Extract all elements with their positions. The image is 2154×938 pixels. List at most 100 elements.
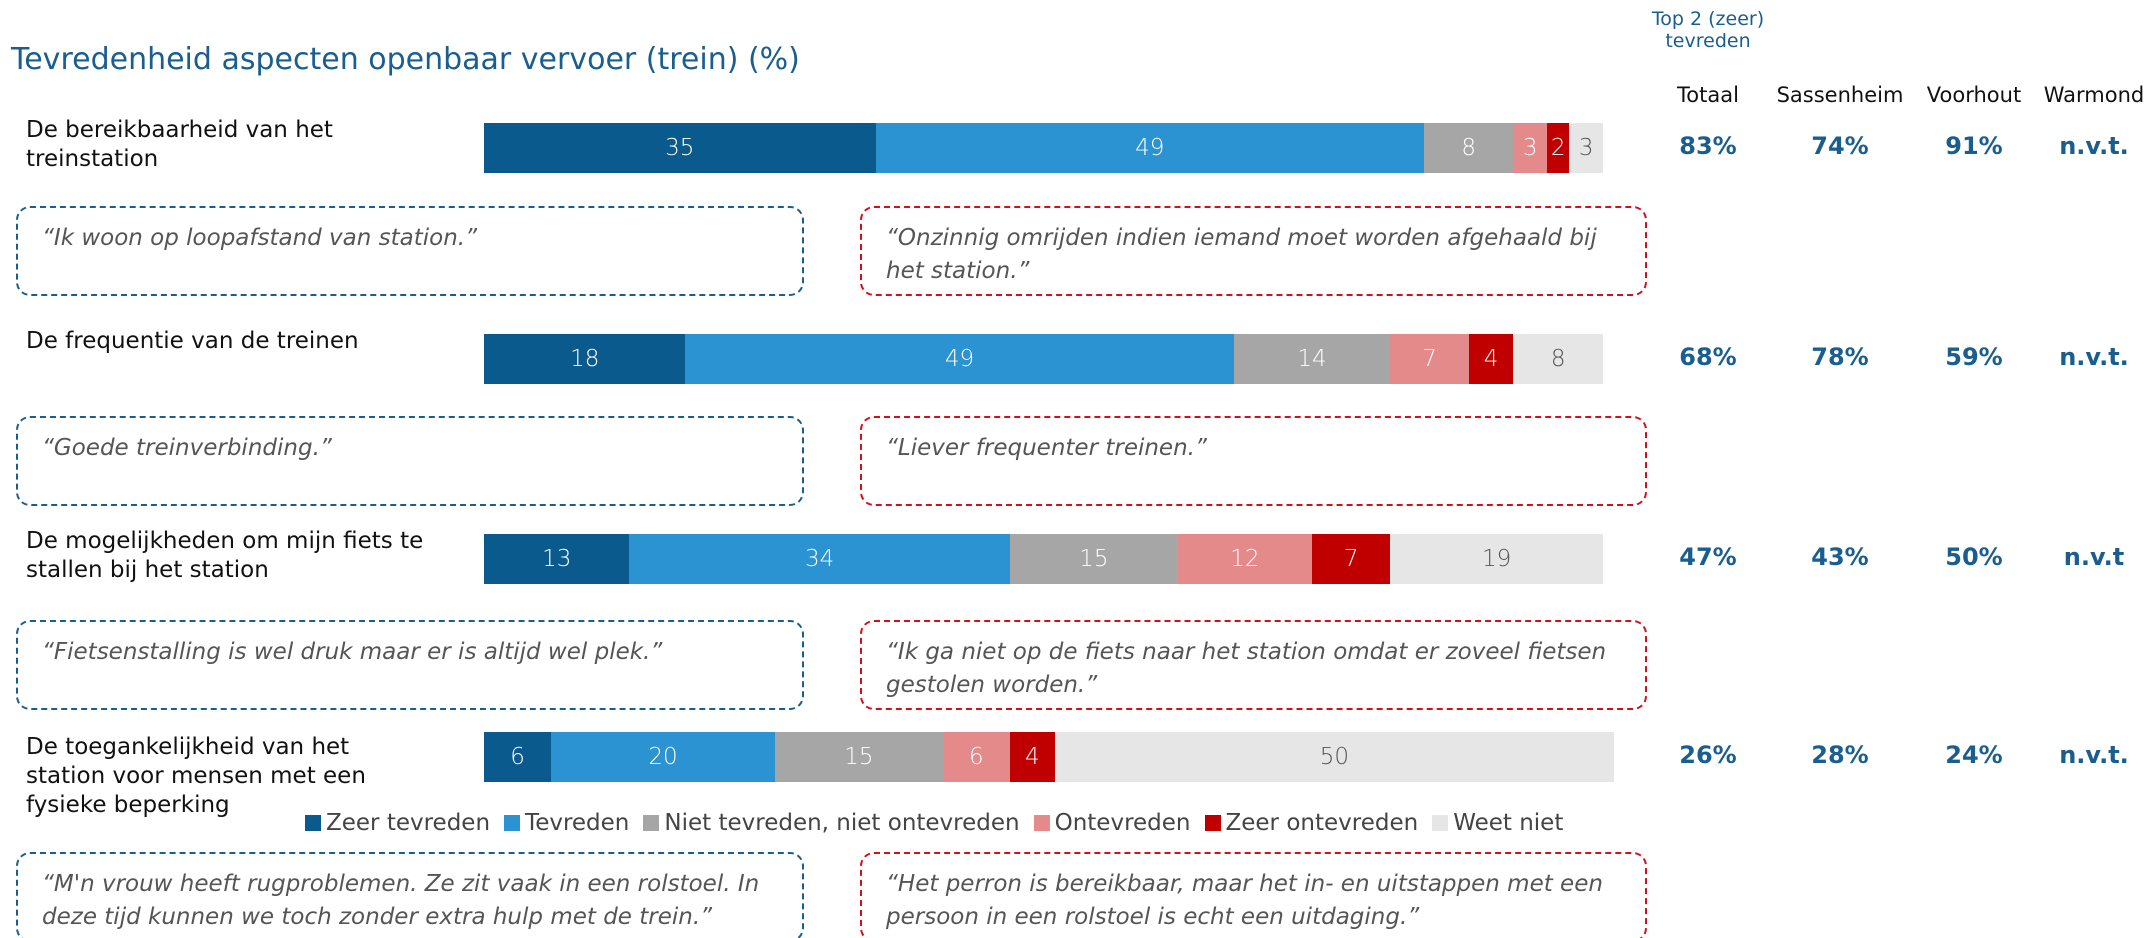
data-label: 19 (1482, 546, 1512, 572)
bar-segment: 7 (1390, 334, 1469, 384)
legend-swatch (1432, 815, 1449, 831)
table-cell: n.v.t (2063, 543, 2125, 571)
legend-swatch (504, 815, 521, 831)
bar-segment: 4 (1009, 732, 1055, 782)
data-label: 2 (1550, 135, 1566, 161)
legend-label: Zeer tevreden (326, 810, 491, 836)
data-label: 15 (1079, 546, 1109, 572)
table-cell: n.v.t. (2059, 741, 2129, 769)
data-label: 20 (648, 744, 678, 770)
negative-quote: “Liever frequenter treinen.” (860, 416, 1647, 506)
data-label: 8 (1461, 135, 1477, 161)
legend-label: Tevreden (525, 810, 630, 836)
bar-segment: 20 (551, 732, 775, 782)
category-label: De frequentie van de treinen (26, 328, 359, 354)
positive-quote: “M'n vrouw heeft rugproblemen. Ze zit va… (16, 852, 804, 938)
bar-segment: 15 (774, 732, 943, 782)
table-cell: 24% (1945, 741, 2003, 769)
data-label: 35 (665, 135, 695, 161)
category-label: De toegankelijkheid van het station voor… (26, 734, 366, 818)
bar-segment: 2 (1547, 123, 1570, 173)
data-label: 49 (1135, 135, 1165, 161)
data-label: 3 (1522, 135, 1538, 161)
data-label: 6 (510, 744, 525, 770)
legend-item: Tevreden (504, 810, 629, 836)
data-label: 4 (1483, 346, 1499, 372)
table-cell: 50% (1945, 543, 2003, 571)
table-header: Sassenheim (1776, 83, 1904, 107)
bar-segment: 13 (484, 534, 630, 584)
data-label: 15 (844, 744, 874, 770)
bar-segment: 7 (1312, 534, 1391, 584)
legend-item: Zeer tevreden (305, 810, 490, 836)
bar-segment: 8 (1513, 334, 1603, 384)
data-label: 34 (805, 546, 835, 572)
bar-segment: 6 (484, 732, 552, 782)
bar-segment: 4 (1468, 334, 1514, 384)
table-header: Warmond (2043, 83, 2145, 107)
negative-quote: “Ik ga niet op de fiets naar het station… (860, 620, 1647, 710)
table-header: Totaal (1677, 83, 1739, 107)
bar-segment: 18 (484, 334, 686, 384)
bar-segment: 12 (1177, 534, 1313, 584)
bar-segment: 6 (942, 732, 1010, 782)
bar-segment: 14 (1233, 334, 1391, 384)
data-label: 14 (1297, 346, 1327, 372)
data-label: 50 (1319, 744, 1350, 770)
table-cell: n.v.t. (2059, 343, 2129, 371)
bar-segment: 34 (629, 534, 1010, 584)
table-title: Top 2 (zeer) tevreden (1651, 8, 1765, 52)
table-cell: 28% (1811, 741, 1869, 769)
legend-swatch (1033, 815, 1050, 831)
bar-segment: 3 (1569, 123, 1603, 173)
legend-label: Ontevreden (1054, 810, 1191, 836)
data-label: 7 (1343, 546, 1359, 572)
legend-item: Niet tevreden, niet ontevreden (643, 810, 1020, 836)
category-label: De mogelijkheden om mijn fiets te stalle… (26, 528, 424, 583)
data-label: 7 (1422, 346, 1437, 372)
negative-quote: “Het perron is bereikbaar, maar het in- … (860, 852, 1647, 938)
data-label: 8 (1550, 346, 1566, 372)
data-label: 3 (1578, 135, 1594, 161)
positive-quote: “Goede treinverbinding.” (16, 416, 804, 506)
table-cell: 43% (1811, 543, 1869, 571)
table-cell: n.v.t. (2059, 132, 2129, 160)
data-label: 12 (1230, 546, 1260, 572)
bar-segment: 49 (875, 123, 1424, 173)
bar-segment: 35 (484, 123, 876, 173)
table-cell: 91% (1945, 132, 2003, 160)
legend-label: Niet tevreden, niet ontevreden (664, 810, 1020, 836)
table-cell: 68% (1679, 343, 1737, 371)
data-label: 18 (570, 346, 600, 372)
negative-quote: “Onzinnig omrijden indien iemand moet wo… (860, 206, 1647, 296)
legend-swatch (305, 815, 321, 831)
data-label: 13 (542, 546, 572, 572)
data-label: 49 (944, 346, 975, 372)
data-label: 4 (1024, 744, 1040, 770)
table-cell: 59% (1945, 343, 2003, 371)
positive-quote: “Ik woon op loopafstand van station.” (16, 206, 804, 296)
bar-segment: 3 (1513, 123, 1548, 173)
chart-title: Tevredenheid aspecten openbaar vervoer (… (11, 42, 800, 77)
bar-segment: 15 (1009, 534, 1178, 584)
data-label: 6 (969, 744, 984, 770)
table-cell: 74% (1811, 132, 1869, 160)
table-header: Voorhout (1926, 83, 2022, 107)
legend-swatch (1204, 815, 1221, 831)
legend-swatch (643, 815, 660, 831)
table-cell: 26% (1679, 741, 1737, 769)
bar-segment: 50 (1054, 732, 1615, 782)
bar-segment: 19 (1390, 534, 1603, 584)
table-cell: 47% (1679, 543, 1737, 571)
table-cell: 78% (1811, 343, 1869, 371)
legend-label: Weet niet (1453, 810, 1564, 836)
legend-label: Zeer ontevreden (1225, 810, 1419, 836)
bar-segment: 8 (1423, 123, 1514, 173)
category-label: De bereikbaarheid van het treinstation (26, 117, 333, 172)
bar-segment: 49 (685, 334, 1234, 384)
legend-item: Ontevreden (1033, 810, 1191, 836)
legend-item: Zeer ontevreden (1204, 810, 1419, 836)
table-cell: 83% (1679, 132, 1737, 160)
legend-item: Weet niet (1432, 810, 1563, 836)
